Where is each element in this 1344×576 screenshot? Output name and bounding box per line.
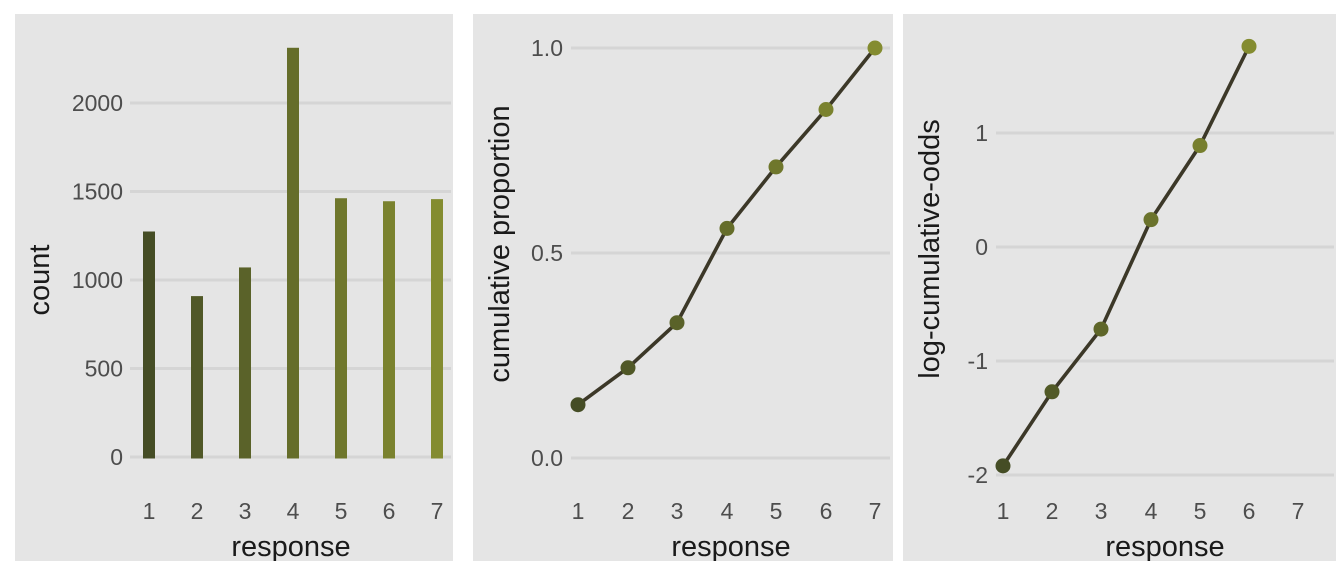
bar-response-7 [431,199,443,459]
count-histogram-chart: 0 500 1000 1500 2000 1 2 3 4 5 6 7 response count [24,47,451,561]
panel-count-histogram: 0 500 1000 1500 2000 1 2 3 4 5 6 7 response count [15,14,453,561]
x-tick-label: 5 [770,498,783,524]
y-tick-label: 1.0 [531,35,563,61]
data-point-response-2 [1044,384,1060,400]
y-tick-label: 1500 [72,179,123,205]
y-tick-label: 2000 [72,90,123,116]
x-tick-label: 7 [1292,498,1305,524]
x-axis-title: response [231,531,350,561]
data-point-response-3 [669,315,685,331]
y-tick-label: 0 [110,444,123,470]
data-point-response-2 [620,360,636,376]
bar-response-4 [287,47,299,459]
x-tick-label: 1 [143,498,156,524]
data-point-response-5 [768,159,784,175]
data-point-response-6 [1241,38,1257,54]
y-tick-label: 0.5 [531,240,563,266]
data-point-response-1 [570,397,586,413]
y-tick-label: 500 [85,356,123,382]
data-point-response-4 [1143,212,1159,228]
x-tick-label: 3 [1095,498,1108,524]
y-axis-title: log-cumulative-odds [914,119,946,379]
x-tick-label: 6 [383,498,396,524]
panel-log-cumulative-odds: -2 -1 0 1 1 2 3 4 5 6 7 response log-cumulative-odds [903,14,1336,561]
bar-response-6 [383,201,395,459]
data-point-response-6 [818,102,834,117]
x-tick-label: 6 [1243,498,1256,524]
y-tick-label: 0.0 [531,445,563,471]
y-axis-title: cumulative proportion [484,105,516,382]
data-point-response-7 [867,40,883,56]
x-axis-title: response [1105,531,1224,561]
data-point-response-5 [1192,138,1208,154]
x-tick-label: 2 [1046,498,1059,524]
bar-response-1 [143,231,155,459]
x-tick-label: 4 [1145,498,1158,524]
x-axis-title: response [671,531,790,561]
log-cumulative-odds-chart: -2 -1 0 1 1 2 3 4 5 6 7 response log-cumulative-odds [914,38,1334,561]
connecting-line [1001,44,1251,468]
cumulative-proportion-chart: 0.0 0.5 1.0 1 2 3 4 5 6 7 response cumulative propo… [484,35,890,561]
x-tick-label: 7 [431,498,444,524]
y-tick-label: -1 [968,348,988,374]
x-tick-label: 5 [335,498,348,524]
x-tick-label: 1 [997,498,1010,524]
y-tick-label: -2 [968,462,988,488]
x-tick-label: 5 [1194,498,1207,524]
x-tick-label: 2 [191,498,204,524]
y-tick-label: 0 [975,234,988,260]
x-tick-label: 3 [671,498,684,524]
data-point-response-4 [719,220,735,236]
y-tick-label: 1 [975,120,988,146]
y-axis-title: count [24,245,56,316]
x-tick-label: 4 [287,498,300,524]
x-tick-label: 4 [721,498,734,524]
x-tick-label: 1 [572,498,585,524]
panel-cumulative-proportion: 0.0 0.5 1.0 1 2 3 4 5 6 7 response cumulative propo… [473,14,893,561]
x-tick-label: 3 [239,498,252,524]
x-tick-label: 7 [869,498,882,524]
x-tick-label: 6 [820,498,833,524]
bar-response-5 [335,198,347,459]
x-tick-label: 2 [622,498,635,524]
y-tick-label: 1000 [72,267,123,293]
bar-response-3 [239,267,251,459]
data-point-response-1 [995,458,1011,474]
data-point-response-3 [1093,321,1109,337]
bar-response-2 [191,296,203,459]
